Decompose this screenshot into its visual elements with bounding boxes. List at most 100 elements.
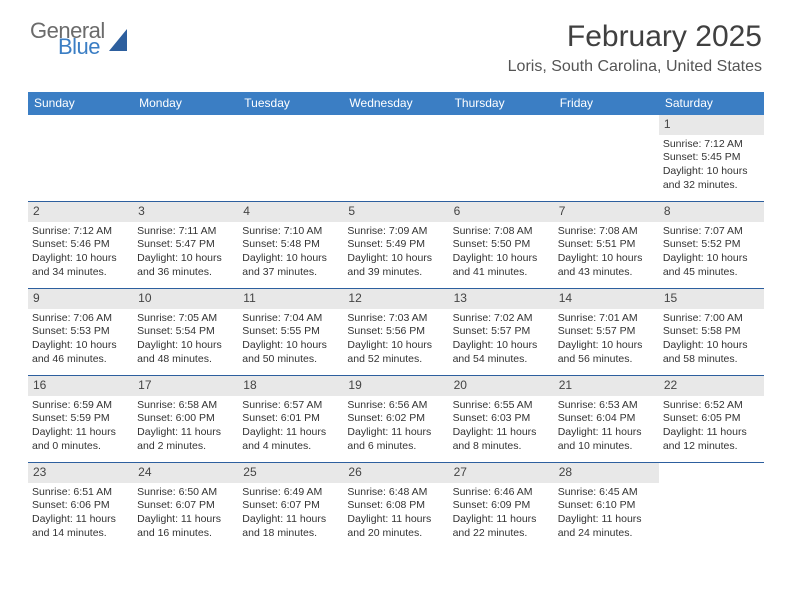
day-cell — [449, 115, 554, 201]
day-cell: 8Sunrise: 7:07 AMSunset: 5:52 PMDaylight… — [659, 202, 764, 288]
day-cell: 23Sunrise: 6:51 AMSunset: 6:06 PMDayligh… — [28, 463, 133, 549]
sunrise-line: Sunrise: 7:02 AM — [453, 312, 550, 326]
day-cell — [238, 115, 343, 201]
daylight-line: Daylight: 10 hours and 41 minutes. — [453, 252, 550, 279]
day-number: 5 — [343, 202, 448, 222]
daylight-line: Daylight: 10 hours and 56 minutes. — [558, 339, 655, 366]
daylight-line: Daylight: 11 hours and 12 minutes. — [663, 426, 760, 453]
weekday-header: Saturday — [659, 92, 764, 115]
sunrise-line: Sunrise: 6:48 AM — [347, 486, 444, 500]
day-cell: 28Sunrise: 6:45 AMSunset: 6:10 PMDayligh… — [554, 463, 659, 549]
day-number: 2 — [28, 202, 133, 222]
sunset-line: Sunset: 5:45 PM — [663, 151, 760, 165]
sunset-line: Sunset: 6:00 PM — [137, 412, 234, 426]
sunrise-line: Sunrise: 6:59 AM — [32, 399, 129, 413]
day-cell: 24Sunrise: 6:50 AMSunset: 6:07 PMDayligh… — [133, 463, 238, 549]
daylight-line: Daylight: 10 hours and 50 minutes. — [242, 339, 339, 366]
day-cell: 17Sunrise: 6:58 AMSunset: 6:00 PMDayligh… — [133, 376, 238, 462]
daylight-line: Daylight: 10 hours and 45 minutes. — [663, 252, 760, 279]
sunset-line: Sunset: 5:49 PM — [347, 238, 444, 252]
weekday-header: Sunday — [28, 92, 133, 115]
day-cell: 18 Sunrise: 6:57 AMSunset: 6:01 PMDayligh… — [238, 376, 343, 462]
sunset-line: Sunset: 5:59 PM — [32, 412, 129, 426]
daylight-line: Daylight: 11 hours and 8 minutes. — [453, 426, 550, 453]
sunset-line: Sunset: 5:47 PM — [137, 238, 234, 252]
day-cell: 25Sunrise: 6:49 AMSunset: 6:07 PMDayligh… — [238, 463, 343, 549]
sunrise-line: Sunrise: 7:07 AM — [663, 225, 760, 239]
week-row: 16 Sunrise: 6:59 AMSunset: 5:59 PM Dayligh… — [28, 375, 764, 462]
day-cell: 10Sunrise: 7:05 AMSunset: 5:54 PMDayligh… — [133, 289, 238, 375]
sunrise-line: Sunrise: 6:56 AM — [347, 399, 444, 413]
daylight-line: Daylight: 11 hours and 24 minutes. — [558, 513, 655, 540]
day-number: 21 — [554, 376, 659, 396]
daylight-line: Daylight: 11 hours and 20 minutes. — [347, 513, 444, 540]
day-number: 27 — [449, 463, 554, 483]
day-number: 16 — [28, 376, 133, 396]
sunset-line: Sunset: 6:01 PM — [242, 412, 339, 426]
weekday-header: Friday — [554, 92, 659, 115]
daylight-line: Daylight: 10 hours and 34 minutes. — [32, 252, 129, 279]
day-number: 24 — [133, 463, 238, 483]
sunset-line: Sunset: 6:04 PM — [558, 412, 655, 426]
daylight-line: Daylight: 10 hours and 43 minutes. — [558, 252, 655, 279]
day-cell: 13Sunrise: 7:02 AMSunset: 5:57 PMDayligh… — [449, 289, 554, 375]
day-number: 6 — [449, 202, 554, 222]
day-cell: 21Sunrise: 6:53 AMSunset: 6:04 PMDayligh… — [554, 376, 659, 462]
day-cell: 20Sunrise: 6:55 AMSunset: 6:03 PMDayligh… — [449, 376, 554, 462]
sail-icon — [109, 29, 127, 51]
sunrise-line: Sunrise: 7:11 AM — [137, 225, 234, 239]
sunrise-line: Sunrise: 6:52 AM — [663, 399, 760, 413]
sunrise-line: Sunrise: 7:03 AM — [347, 312, 444, 326]
sunset-line: Sunset: 6:10 PM — [558, 499, 655, 513]
daylight-line: Daylight: 10 hours and 36 minutes. — [137, 252, 234, 279]
daylight-line: Daylight: 11 hours and 4 minutes. — [242, 426, 339, 453]
sunrise-line: Sunrise: 6:45 AM — [558, 486, 655, 500]
daylight-line: Daylight: 10 hours and 54 minutes. — [453, 339, 550, 366]
day-number: 15 — [659, 289, 764, 309]
day-number: 11 — [238, 289, 343, 309]
daylight-line: Daylight: 11 hours and 10 minutes. — [558, 426, 655, 453]
day-cell: 14Sunrise: 7:01 AMSunset: 5:57 PMDayligh… — [554, 289, 659, 375]
sunrise-line: Sunrise: 7:12 AM — [663, 138, 760, 152]
day-cell: 22Sunrise: 6:52 AMSunset: 6:05 PMDayligh… — [659, 376, 764, 462]
sunset-line: Sunset: 5:55 PM — [242, 325, 339, 339]
weekday-header: Monday — [133, 92, 238, 115]
sunrise-line: Sunrise: 7:00 AM — [663, 312, 760, 326]
day-cell: 6Sunrise: 7:08 AMSunset: 5:50 PMDaylight… — [449, 202, 554, 288]
week-row: 23Sunrise: 6:51 AMSunset: 6:06 PMDayligh… — [28, 462, 764, 549]
sunset-line: Sunset: 5:57 PM — [453, 325, 550, 339]
day-cell — [133, 115, 238, 201]
sunrise-line: Sunrise: 7:09 AM — [347, 225, 444, 239]
day-number: 18 — [238, 376, 343, 396]
day-cell — [28, 115, 133, 201]
sunset-line: Sunset: 5:50 PM — [453, 238, 550, 252]
sunrise-line: Sunrise: 7:06 AM — [32, 312, 129, 326]
day-number: 23 — [28, 463, 133, 483]
daylight-line: Daylight: 11 hours and 14 minutes. — [32, 513, 129, 540]
daylight-line: Daylight: 10 hours and 39 minutes. — [347, 252, 444, 279]
month-title: February 2025 — [508, 20, 762, 54]
sunrise-line: Sunrise: 7:05 AM — [137, 312, 234, 326]
sunrise-line: Sunrise: 6:57 AM — [242, 399, 339, 413]
sunrise-line: Sunrise: 6:50 AM — [137, 486, 234, 500]
daylight-line: Daylight: 11 hours and 2 minutes. — [137, 426, 234, 453]
day-number: 22 — [659, 376, 764, 396]
day-cell — [554, 115, 659, 201]
daylight-line: Daylight: 11 hours and 22 minutes. — [453, 513, 550, 540]
day-cell: 16Sunrise: 6:59 AMSunset: 5:59 PMDayligh… — [28, 376, 133, 462]
day-cell: 26Sunrise: 6:48 AMSunset: 6:08 PMDayligh… — [343, 463, 448, 549]
daylight-line: Daylight: 10 hours and 46 minutes. — [32, 339, 129, 366]
day-number: 14 — [554, 289, 659, 309]
day-cell: 15Sunrise: 7:00 AMSunset: 5:58 PMDayligh… — [659, 289, 764, 375]
week-row: 1Sunrise: 7:12 AMSunset: 5:45 PMDaylight… — [28, 115, 764, 201]
sunset-line: Sunset: 5:58 PM — [663, 325, 760, 339]
day-cell: 9Sunrise: 7:06 AMSunset: 5:53 PMDaylight… — [28, 289, 133, 375]
day-cell: 11Sunrise: 7:04 AMSunset: 5:55 PMDayligh… — [238, 289, 343, 375]
day-number: 10 — [133, 289, 238, 309]
sunset-line: Sunset: 5:52 PM — [663, 238, 760, 252]
sunset-line: Sunset: 5:53 PM — [32, 325, 129, 339]
sunset-line: Sunset: 6:07 PM — [137, 499, 234, 513]
logo-text-bottom: Blue — [58, 36, 105, 58]
sunset-line: Sunset: 6:06 PM — [32, 499, 129, 513]
day-cell — [343, 115, 448, 201]
